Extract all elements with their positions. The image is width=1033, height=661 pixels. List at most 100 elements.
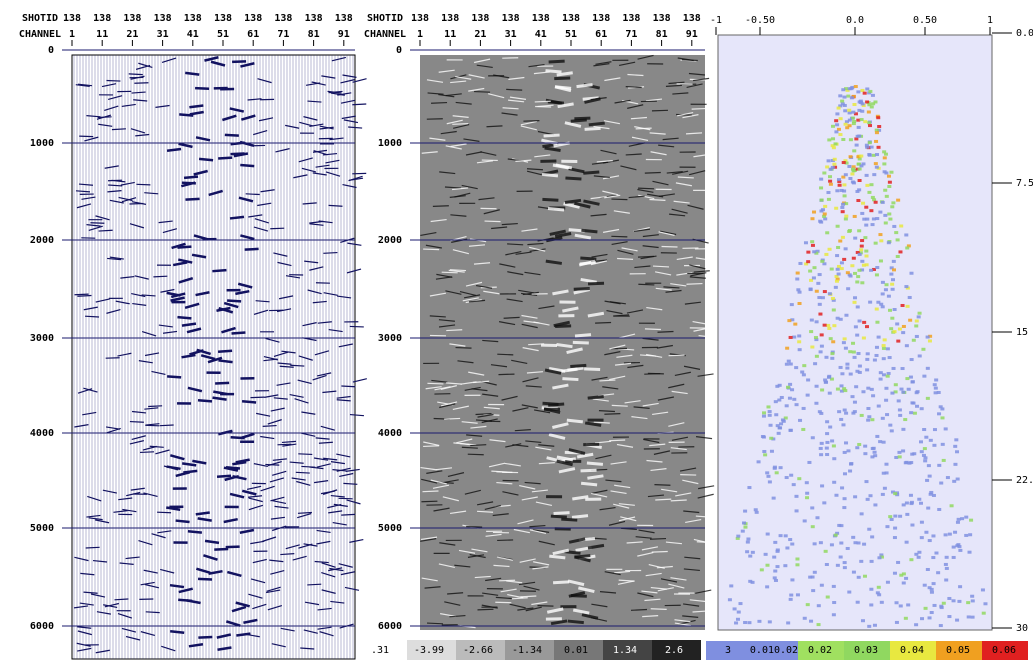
wavelet bbox=[525, 440, 542, 444]
wavelet bbox=[277, 362, 292, 365]
wavelet bbox=[665, 541, 683, 545]
wavelet bbox=[627, 364, 644, 369]
wavelet bbox=[475, 284, 493, 289]
wavelet bbox=[646, 459, 663, 463]
wavelet bbox=[449, 343, 466, 347]
shot-value: 138 bbox=[653, 13, 671, 24]
wavelet bbox=[258, 117, 274, 122]
spectrum-cell bbox=[807, 460, 812, 464]
spectrum-cell bbox=[953, 530, 958, 534]
wavelet bbox=[463, 294, 481, 299]
wavelet bbox=[303, 629, 318, 634]
spectrum-cell bbox=[856, 352, 861, 356]
spectrum-cell bbox=[889, 170, 894, 174]
wavelet bbox=[252, 558, 267, 564]
spectrum-cell bbox=[834, 274, 839, 278]
wavelet bbox=[325, 159, 340, 164]
spectrum-cell bbox=[923, 456, 928, 460]
wavelet bbox=[672, 170, 689, 175]
spectrum-cell bbox=[873, 503, 878, 507]
spectrum-cell bbox=[842, 561, 847, 565]
spectrum-cell bbox=[911, 401, 916, 405]
spectrum-cell bbox=[835, 531, 840, 535]
wavelet bbox=[665, 289, 682, 293]
spectrum-cell bbox=[910, 452, 915, 456]
wavelet bbox=[298, 355, 313, 361]
wavelet bbox=[520, 125, 537, 131]
spectrum-cell bbox=[825, 453, 830, 457]
spectrum-cell bbox=[850, 264, 855, 268]
spectrum-cell bbox=[919, 440, 924, 444]
wavelet bbox=[178, 598, 193, 603]
wavelet bbox=[518, 289, 535, 294]
spectrum-cell bbox=[856, 575, 861, 579]
spectrum-cell bbox=[840, 99, 845, 103]
spectrum-cell bbox=[816, 604, 821, 608]
wavelet bbox=[135, 133, 150, 137]
spectrum-cell bbox=[901, 572, 906, 576]
spectrum-cell bbox=[883, 152, 888, 156]
wavelet bbox=[218, 307, 234, 314]
wavelet bbox=[74, 424, 89, 428]
spectrum-cell bbox=[851, 341, 856, 345]
spectrum-cell bbox=[867, 624, 872, 628]
spectrum-cell bbox=[925, 366, 930, 370]
spectrum-cell bbox=[896, 198, 901, 202]
wavelet bbox=[661, 488, 678, 493]
wavelet bbox=[534, 154, 551, 158]
wavelet bbox=[214, 547, 229, 551]
wavelet bbox=[549, 554, 566, 560]
wavelet bbox=[501, 112, 518, 116]
spectrum-cell bbox=[745, 540, 750, 544]
spectrum-cell bbox=[920, 617, 925, 621]
wavelet bbox=[599, 506, 616, 511]
spectrum-cell bbox=[914, 623, 919, 627]
spectrum-cell bbox=[865, 217, 870, 221]
spectrum-cell bbox=[890, 278, 895, 282]
wavelet bbox=[441, 271, 458, 274]
wavelet bbox=[185, 71, 200, 76]
wavelet bbox=[316, 529, 331, 534]
spectrum-cell bbox=[910, 380, 915, 384]
spectrum-cell bbox=[834, 119, 839, 123]
wavelet bbox=[184, 302, 200, 309]
spectrum-cell bbox=[887, 308, 892, 312]
wavelet bbox=[642, 337, 659, 341]
wavelet bbox=[130, 75, 145, 80]
wavelet bbox=[492, 513, 509, 517]
wavelet bbox=[319, 126, 334, 130]
spectrum-cell bbox=[841, 88, 846, 92]
spectrum-cell bbox=[890, 391, 895, 395]
wavelet bbox=[570, 594, 587, 598]
spectrum-cell bbox=[767, 413, 772, 417]
spectrum-cell bbox=[876, 116, 881, 120]
spectrum-cell bbox=[927, 474, 932, 478]
wavelet bbox=[346, 499, 361, 505]
wavelet bbox=[683, 568, 700, 572]
spectrum-cell bbox=[919, 520, 924, 524]
spectrum-cell bbox=[756, 460, 761, 464]
spectrum-cell bbox=[944, 566, 949, 570]
channel-value: 71 bbox=[277, 29, 289, 40]
spectrum-cell bbox=[861, 201, 866, 205]
spectrum-cell bbox=[743, 509, 748, 513]
wavelet bbox=[538, 540, 555, 546]
wavelet bbox=[635, 536, 652, 539]
spectrum-cell bbox=[864, 205, 869, 209]
spectrum-cell bbox=[839, 267, 844, 271]
spectrum-cell bbox=[870, 223, 875, 227]
wavelet bbox=[556, 343, 573, 349]
spectrum-cell bbox=[955, 618, 960, 622]
wavelet bbox=[225, 545, 240, 549]
spectrum-cell bbox=[835, 267, 840, 271]
spectrum-cell bbox=[934, 378, 939, 382]
wavelet bbox=[143, 569, 158, 574]
wavelet bbox=[73, 605, 89, 609]
wavelet bbox=[683, 603, 700, 607]
spectrum-cell bbox=[919, 450, 924, 454]
wavelet bbox=[561, 367, 578, 373]
spectrum-cell bbox=[909, 500, 914, 504]
wavelet bbox=[614, 99, 631, 104]
wavelet bbox=[642, 615, 659, 618]
wavelet bbox=[548, 59, 565, 64]
